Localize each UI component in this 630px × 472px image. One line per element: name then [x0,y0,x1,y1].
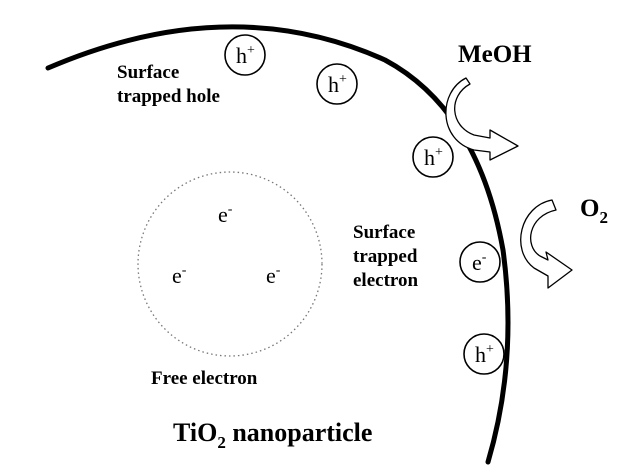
o2-label: O2 [580,195,608,227]
svg-text:h+: h+ [328,72,347,97]
o2-reaction-arrow [520,199,573,289]
surface-trapped-electron: e- [459,241,501,283]
meoh-label: MeOH [458,41,532,68]
svg-text:h+: h+ [236,43,255,68]
meoh-reaction-arrow [445,77,519,161]
surface-hole: h+ [463,333,505,375]
nanoparticle-label: TiO2 nanoparticle [173,418,372,452]
svg-text:h+: h+ [424,145,443,170]
free-electron-region [137,171,323,357]
surface-hole-label: Surface trapped hole [117,62,220,107]
nanoparticle-surface-arc [45,24,511,465]
svg-text:e-: e- [472,250,487,275]
svg-text:h+: h+ [475,342,494,367]
free-electron: e- [218,202,233,227]
free-electron: e- [172,263,187,288]
free-electron-label: Free electron [151,368,258,389]
surface-electron-label: Surface trapped electron [353,222,422,291]
surface-hole: h+ [224,34,266,76]
free-electron: e- [266,263,281,288]
surface-hole: h+ [412,136,454,178]
surface-hole: h+ [316,63,358,105]
